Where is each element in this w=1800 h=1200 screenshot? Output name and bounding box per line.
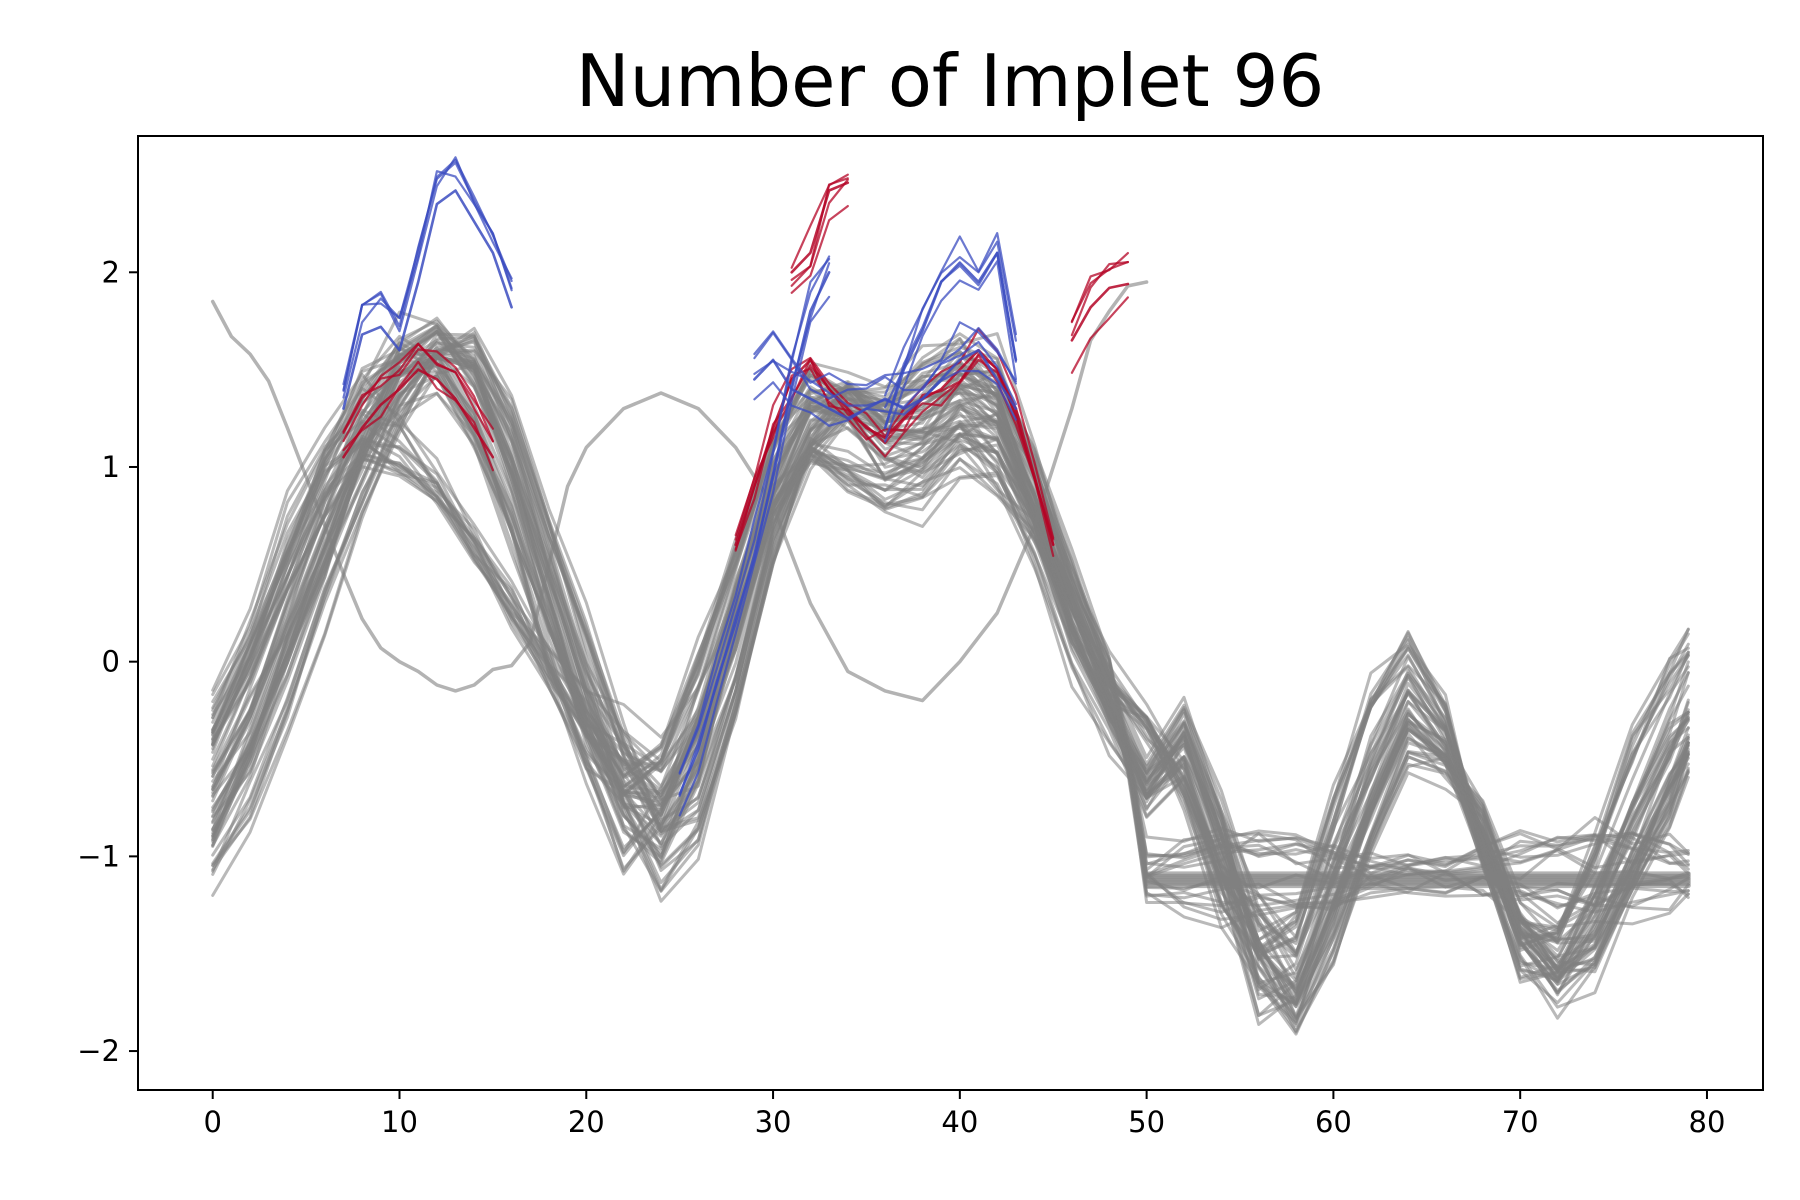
series-line-implet-positive-3-1 (1070, 296, 1130, 374)
series-line-implet-positive-2-2 (790, 173, 849, 269)
series-line-background-3-1 (211, 445, 1690, 1020)
series-line-implet-positive-0-3 (342, 342, 494, 443)
series-line-implet-positive-base-3 (1070, 282, 1130, 342)
x-tick-label: 60 (1315, 1105, 1352, 1139)
plot-area-frame (137, 135, 1764, 1091)
series-line-implet-negative-6-3 (753, 370, 1018, 427)
x-tick-label: 20 (568, 1105, 605, 1139)
series-line-background-2-0 (211, 335, 1690, 873)
series-line-background-2-17 (211, 335, 1690, 869)
series-line-implet-negative-5-2 (678, 255, 831, 774)
y-tick-label: 2 (102, 255, 120, 289)
series-line-implet-negative-7-0 (883, 260, 1018, 443)
series-line-background-3-15 (211, 421, 1690, 1004)
x-tick-label: 50 (1128, 1105, 1165, 1139)
series-line-background-3-7 (211, 451, 1690, 1036)
y-tick-label: −1 (77, 839, 120, 873)
series-line-implet-positive-3-2 (1070, 261, 1130, 337)
series-line-implet-positive-0-1 (342, 360, 494, 472)
series-line-implet-negative-7-2 (883, 232, 1018, 397)
x-tick-label: 0 (203, 1105, 221, 1139)
y-tick-label: −2 (77, 1034, 120, 1068)
series-line-implet-negative-7-3 (883, 251, 1018, 429)
chart-title: Number of Implet 96 (576, 39, 1325, 123)
series-line-implet-positive-2-0 (790, 205, 849, 294)
series-line-background-3-9 (211, 438, 1690, 1009)
series-line-implet-positive-2-3 (790, 177, 849, 287)
series-line-implet-negative-6-1 (753, 321, 1018, 387)
x-tick-label: 80 (1689, 1105, 1726, 1139)
x-tick-label: 40 (941, 1105, 978, 1139)
x-tick-label: 10 (381, 1105, 418, 1139)
y-tick-label: 0 (102, 645, 120, 679)
series-line-background-3-16 (211, 443, 1690, 1028)
series-line-background-3-6 (211, 439, 1690, 1021)
series-line-implet-negative-5-3 (678, 262, 831, 797)
y-tick-label: 1 (102, 450, 120, 484)
series-line-implet-positive-3-3 (1070, 252, 1130, 324)
x-tick-label: 70 (1502, 1105, 1539, 1139)
series-line-implet-negative-base-4 (342, 189, 513, 410)
x-tick-label: 30 (755, 1105, 792, 1139)
series-line-background-3-14 (211, 446, 1690, 1034)
series-layer (210, 156, 1691, 1036)
series-line-background-outlier-4 (210, 280, 1149, 703)
series-line-background-3-4 (211, 440, 1690, 1006)
series-line-background-3-17 (211, 403, 1690, 972)
series-line-background-2-15 (211, 355, 1690, 912)
series-line-implet-negative-5-1 (678, 257, 831, 775)
series-line-implet-negative-6-2 (753, 340, 1018, 409)
series-line-background-3-12 (211, 453, 1690, 1022)
series-line-implet-negative-base-6 (753, 348, 1018, 420)
series-line-background-3-10 (211, 433, 1690, 1019)
series-line-implet-positive-2-1 (790, 178, 849, 281)
series-line-background-3-0 (211, 452, 1690, 1033)
series-line-implet-negative-6-0 (753, 326, 1018, 400)
series-line-implet-positive-base-0 (342, 368, 495, 459)
series-line-background-3-5 (211, 434, 1690, 1003)
series-line-implet-negative-4-3 (342, 158, 513, 391)
axes-layer: 0 10 20 30 40 50 60 70 80 −2 −1 0 1 2 (77, 255, 1725, 1139)
series-line-background-3-3 (211, 423, 1690, 995)
